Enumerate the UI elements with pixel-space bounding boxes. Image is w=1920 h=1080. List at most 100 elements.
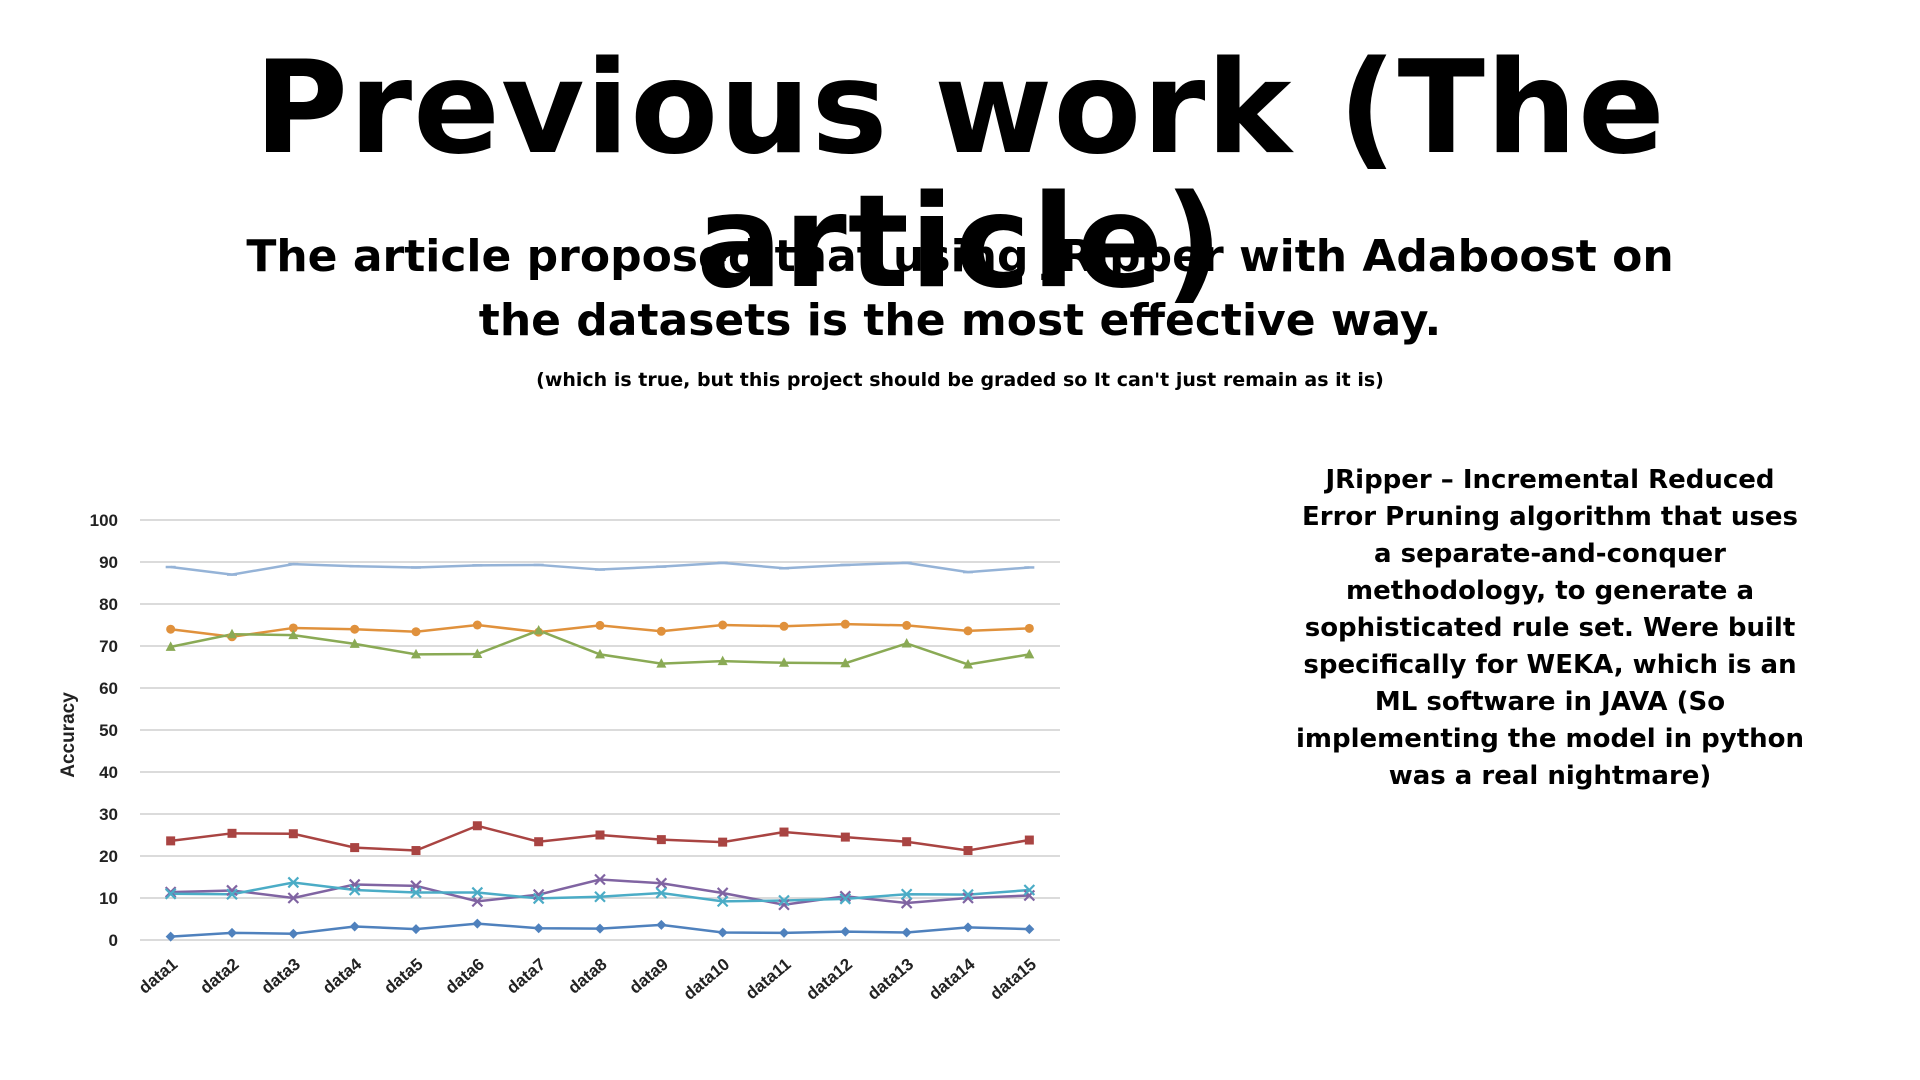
data-point bbox=[411, 648, 421, 659]
jripper-description: JRipper – Incremental Reduced Error Prun… bbox=[1295, 465, 1805, 791]
data-point bbox=[472, 648, 483, 658]
data-point bbox=[595, 923, 605, 934]
x-tick-label: data12 bbox=[802, 955, 855, 1004]
data-point bbox=[778, 898, 790, 911]
y-tick-label: 80 bbox=[99, 595, 118, 614]
x-tick-label: data14 bbox=[925, 954, 979, 1004]
data-point bbox=[839, 893, 852, 905]
x-tick-label: data8 bbox=[564, 955, 610, 998]
data-point bbox=[717, 927, 728, 938]
x-tick-label: data5 bbox=[380, 955, 426, 998]
data-point bbox=[595, 620, 605, 630]
data-point bbox=[901, 927, 912, 938]
data-point bbox=[963, 846, 973, 856]
data-point bbox=[963, 626, 973, 636]
data-point bbox=[472, 620, 482, 630]
data-point bbox=[287, 876, 300, 889]
data-point bbox=[165, 931, 176, 942]
data-point bbox=[594, 873, 606, 886]
data-point bbox=[840, 657, 851, 668]
y-tick-labels: 0 10 20 30 40 50 60 70 80 90 100 bbox=[90, 511, 118, 950]
data-point bbox=[779, 621, 789, 631]
data-point bbox=[779, 827, 789, 837]
x-tick-label: data1 bbox=[135, 955, 181, 998]
data-point bbox=[226, 884, 238, 897]
data-point bbox=[288, 623, 298, 633]
y-tick-label: 40 bbox=[99, 763, 118, 782]
y-tick-label: 50 bbox=[99, 721, 118, 740]
data-point bbox=[472, 918, 483, 929]
data-point bbox=[411, 846, 421, 856]
data-point bbox=[779, 657, 789, 667]
data-point bbox=[718, 837, 728, 847]
data-point bbox=[716, 895, 729, 908]
data-point bbox=[227, 927, 237, 938]
y-tick-label: 20 bbox=[99, 847, 118, 866]
data-point bbox=[350, 624, 360, 634]
data-point bbox=[166, 836, 176, 846]
data-point bbox=[656, 919, 667, 930]
x-tick-label: data7 bbox=[503, 955, 549, 998]
x-tick-label: data10 bbox=[680, 955, 733, 1004]
data-point bbox=[900, 897, 913, 909]
data-point bbox=[594, 890, 606, 903]
data-point bbox=[717, 655, 728, 666]
x-tick-label: data11 bbox=[742, 955, 795, 1004]
y-tick-label: 100 bbox=[90, 511, 118, 530]
data-point bbox=[471, 895, 484, 908]
data-point bbox=[718, 620, 728, 630]
data-point bbox=[410, 886, 422, 899]
data-point bbox=[350, 843, 360, 853]
data-point bbox=[656, 626, 666, 636]
data-point bbox=[164, 886, 177, 898]
data-point bbox=[288, 829, 298, 839]
data-point bbox=[288, 928, 299, 939]
data-point bbox=[1024, 648, 1035, 659]
y-tick-label: 90 bbox=[99, 553, 118, 572]
y-axis-label: Accuracy bbox=[58, 692, 79, 778]
data-point bbox=[840, 619, 850, 629]
data-point bbox=[716, 887, 729, 899]
data-point bbox=[287, 892, 300, 904]
x-tick-label: data6 bbox=[442, 955, 488, 998]
data-point bbox=[165, 641, 176, 651]
data-point bbox=[839, 890, 852, 903]
data-point bbox=[411, 627, 421, 637]
data-point bbox=[779, 927, 789, 938]
data-point bbox=[227, 628, 237, 639]
slide-title: Previous work (The article) bbox=[254, 34, 1666, 318]
x-tick-label: data4 bbox=[319, 954, 366, 997]
series-markers bbox=[164, 561, 1036, 942]
data-point bbox=[595, 830, 605, 840]
data-point bbox=[962, 892, 974, 904]
data-point bbox=[900, 888, 913, 900]
data-point bbox=[963, 658, 973, 669]
x-tick-label: data3 bbox=[258, 955, 304, 998]
data-point bbox=[902, 837, 912, 847]
data-point bbox=[962, 888, 974, 901]
y-tick-label: 10 bbox=[99, 889, 118, 908]
data-point bbox=[656, 658, 667, 668]
data-point bbox=[532, 888, 545, 901]
data-point bbox=[655, 887, 668, 899]
x-tick-label: data9 bbox=[626, 955, 672, 998]
x-tick-labels: data1 data2 data3 data4 data5 data6 data7 data8… bbox=[135, 954, 1040, 1004]
data-point bbox=[288, 629, 299, 640]
data-point bbox=[349, 921, 360, 932]
data-point bbox=[778, 894, 790, 907]
data-point bbox=[1023, 884, 1036, 896]
data-point bbox=[349, 638, 360, 648]
data-point bbox=[534, 837, 544, 847]
data-point bbox=[533, 923, 544, 934]
data-point bbox=[656, 835, 666, 845]
y-tick-label: 70 bbox=[99, 637, 118, 656]
chart-grid bbox=[140, 519, 1060, 941]
data-point bbox=[166, 624, 176, 634]
data-point bbox=[227, 828, 237, 838]
data-point bbox=[164, 888, 177, 900]
data-point bbox=[901, 637, 912, 648]
data-point bbox=[963, 922, 973, 933]
data-point bbox=[226, 888, 238, 900]
data-point bbox=[902, 620, 912, 630]
